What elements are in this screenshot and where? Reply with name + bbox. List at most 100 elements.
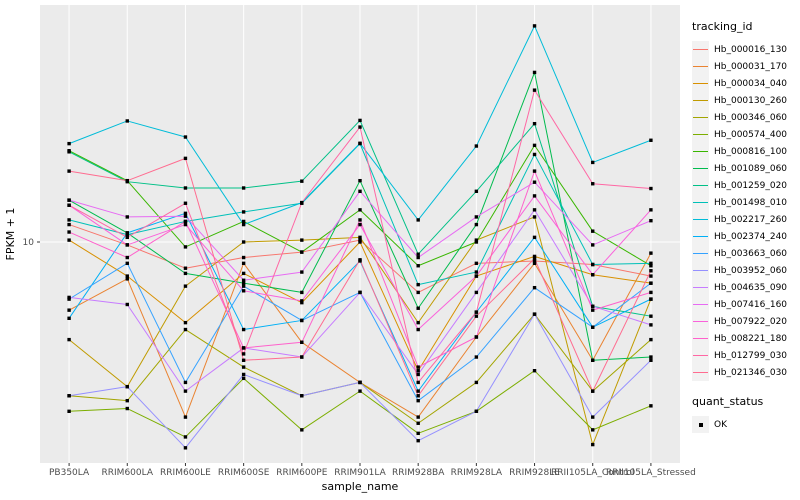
data-point [125, 261, 129, 266]
data-point [532, 194, 537, 198]
data-point [474, 335, 479, 339]
legend-item-Hb_007416_160: Hb_007416_160 [692, 296, 800, 313]
data-point [649, 138, 653, 142]
legend-key-line-icon [693, 355, 708, 356]
data-point [241, 261, 246, 266]
data-point [591, 325, 595, 329]
y-axis-title: FPKM + 1 [4, 208, 17, 261]
data-point [358, 258, 362, 262]
legend-key-swatch [692, 109, 709, 126]
data-point [649, 264, 653, 268]
data-point [183, 284, 188, 288]
legend-key-line-icon [693, 151, 708, 152]
legend-key-swatch [692, 126, 709, 143]
data-point [416, 306, 420, 310]
data-point [532, 285, 537, 290]
data-point [532, 312, 537, 316]
legend-key-line-icon [693, 236, 708, 237]
legend-key-line-icon [693, 100, 708, 101]
data-point [300, 238, 304, 242]
data-point [125, 231, 129, 235]
legend-label: Hb_000346_060 [714, 112, 788, 123]
data-point [183, 327, 188, 332]
legend-key-line-icon [693, 49, 708, 50]
data-point [532, 180, 537, 184]
legend-label: Hb_002374_240 [714, 231, 788, 242]
x-tick-label: RRII105LA_Stressed [606, 468, 696, 478]
data-point [649, 314, 653, 318]
data-point [532, 152, 537, 157]
legend-key-swatch [692, 262, 709, 279]
data-point [358, 238, 362, 242]
data-point [241, 372, 246, 377]
data-point [474, 189, 479, 194]
data-point [125, 255, 129, 260]
data-point [649, 358, 653, 362]
legend-item-Hb_002217_260: Hb_002217_260 [692, 211, 800, 228]
data-point [183, 219, 188, 224]
data-point [358, 118, 362, 123]
data-point [591, 243, 595, 247]
x-tick-label: RRIM901LA [334, 468, 386, 478]
data-point [300, 318, 304, 323]
data-point [125, 232, 129, 237]
data-point [358, 389, 362, 393]
legend-label: Hb_000816_100 [714, 146, 788, 157]
data-point [67, 230, 71, 234]
data-point [241, 376, 246, 381]
data-point [241, 240, 246, 244]
legend-key-swatch [692, 211, 709, 228]
legend-key-line-icon [693, 219, 708, 220]
data-point [591, 442, 595, 447]
legend-label: Hb_004635_090 [714, 282, 788, 293]
legend-item-Hb_001089_060: Hb_001089_060 [692, 160, 800, 177]
data-point [300, 250, 304, 254]
legend-key-line-icon [693, 287, 708, 288]
legend-title-tracking-id: tracking_id [692, 20, 753, 33]
data-point [532, 256, 537, 261]
data-point [416, 415, 420, 419]
legend-item-Hb_000130_260: Hb_000130_260 [692, 92, 800, 109]
legend-key-swatch [692, 41, 709, 58]
data-point [474, 215, 479, 219]
data-point [416, 320, 420, 325]
data-point [67, 409, 71, 414]
legend-item-Hb_021346_030: Hb_021346_030 [692, 364, 800, 381]
data-point [358, 125, 362, 129]
data-point [67, 141, 71, 146]
data-point [591, 308, 595, 312]
legend-item-Hb_012799_030: Hb_012799_030 [692, 347, 800, 364]
data-point [474, 290, 479, 295]
data-point [241, 255, 246, 260]
data-point [183, 435, 188, 439]
data-point [532, 24, 537, 28]
data-point [649, 218, 653, 223]
data-point [241, 352, 246, 356]
legend-item-Hb_008221_180: Hb_008221_180 [692, 330, 800, 347]
legend-key-swatch [692, 194, 709, 211]
legend-key-swatch [692, 364, 709, 381]
data-point [532, 261, 537, 266]
data-point [67, 337, 71, 342]
data-point [358, 222, 362, 227]
data-point [300, 179, 304, 183]
data-point [241, 219, 246, 224]
data-point [649, 355, 653, 359]
data-point [532, 259, 537, 263]
data-point [358, 141, 362, 145]
legend-label: Hb_002217_260 [714, 214, 788, 225]
data-point [67, 308, 71, 312]
x-tick-label: RRIM600PE [276, 468, 328, 478]
data-point [183, 201, 188, 205]
data-point [416, 264, 420, 268]
legend-label: Hb_012799_030 [714, 350, 788, 361]
data-point [67, 238, 71, 242]
x-tick-label: RRIM928LE [509, 468, 560, 478]
legend-item-Hb_001498_010: Hb_001498_010 [692, 194, 800, 211]
legend-item-Hb_000574_400: Hb_000574_400 [692, 126, 800, 143]
data-point [241, 365, 246, 369]
legend-key-swatch [692, 296, 709, 313]
data-point [649, 404, 653, 408]
data-point [67, 150, 71, 154]
data-point [183, 211, 188, 216]
